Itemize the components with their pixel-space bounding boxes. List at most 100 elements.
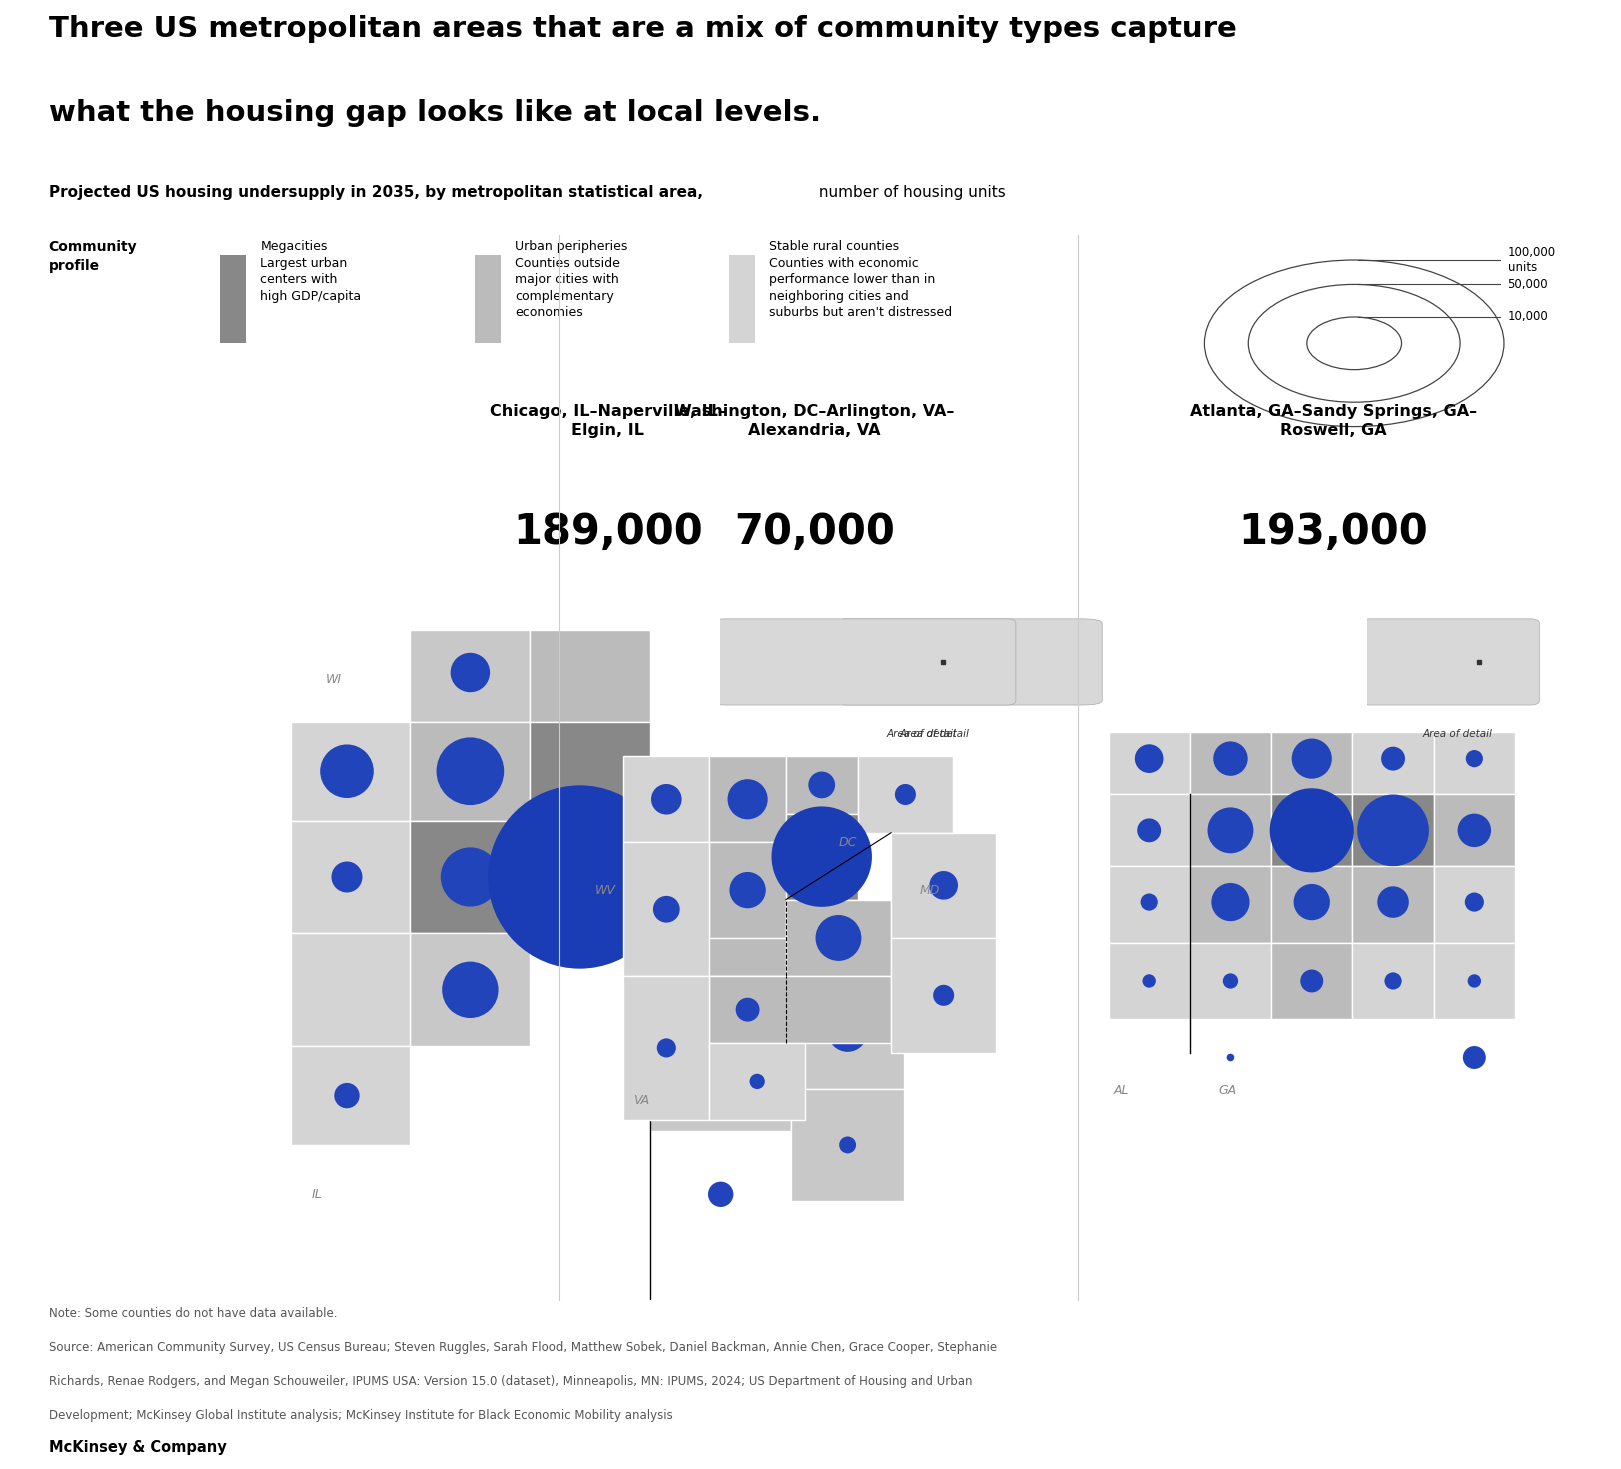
Text: Note: Some counties do not have data available.: Note: Some counties do not have data ava…: [49, 1307, 337, 1321]
Bar: [710, 1043, 806, 1119]
Text: WV: WV: [595, 884, 616, 896]
Text: Atlanta, GA–Sandy Springs, GA–
Roswell, GA: Atlanta, GA–Sandy Springs, GA– Roswell, …: [1190, 404, 1477, 438]
Circle shape: [1292, 739, 1332, 779]
Circle shape: [1467, 974, 1482, 987]
Bar: [650, 779, 791, 975]
Bar: [1190, 733, 1271, 795]
Bar: [650, 975, 791, 1131]
Circle shape: [1300, 970, 1323, 993]
Bar: [1271, 795, 1352, 867]
Bar: [1109, 795, 1190, 867]
Bar: [1190, 795, 1271, 867]
Circle shape: [1135, 745, 1164, 773]
Circle shape: [1222, 974, 1238, 989]
Bar: [1433, 867, 1516, 943]
Text: WI: WI: [326, 673, 342, 686]
Circle shape: [1143, 974, 1156, 987]
Circle shape: [809, 771, 835, 798]
Text: GA: GA: [1219, 1084, 1237, 1097]
Bar: [622, 842, 710, 977]
Circle shape: [443, 962, 499, 1018]
Bar: [786, 757, 858, 814]
Text: Area of detail: Area of detail: [887, 729, 956, 739]
Bar: [1271, 733, 1352, 795]
Bar: [1190, 867, 1271, 943]
Bar: [786, 899, 892, 977]
Bar: [710, 842, 786, 937]
Bar: [410, 630, 530, 721]
Bar: [530, 721, 650, 821]
Bar: [1109, 867, 1190, 943]
Text: Washington, DC–Arlington, VA–
Alexandria, VA: Washington, DC–Arlington, VA– Alexandria…: [674, 404, 955, 438]
Text: VA: VA: [632, 1094, 648, 1108]
Text: Megacities
Largest urban
centers with
high GDP/capita: Megacities Largest urban centers with hi…: [261, 239, 361, 303]
Bar: [410, 721, 530, 821]
Text: what the housing gap looks like at local levels.: what the housing gap looks like at local…: [49, 100, 820, 128]
Circle shape: [1208, 808, 1253, 853]
Circle shape: [652, 784, 681, 815]
Bar: [1352, 733, 1433, 795]
Text: 70,000: 70,000: [734, 511, 895, 552]
Circle shape: [929, 871, 958, 899]
Text: MD: MD: [919, 884, 940, 896]
Text: Urban peripheries
Counties outside
major cities with
complementary
economies: Urban peripheries Counties outside major…: [515, 239, 627, 319]
Bar: [786, 814, 858, 899]
Bar: [410, 821, 530, 933]
Bar: [710, 977, 892, 1043]
Circle shape: [653, 896, 679, 923]
Bar: [791, 975, 905, 1089]
Bar: [1352, 943, 1433, 1019]
Text: Area of detail: Area of detail: [900, 729, 969, 739]
Circle shape: [1138, 818, 1161, 842]
Circle shape: [1294, 884, 1329, 920]
Bar: [1433, 733, 1516, 795]
Bar: [1352, 795, 1433, 867]
Circle shape: [736, 997, 760, 1021]
Circle shape: [451, 652, 490, 692]
Circle shape: [1384, 972, 1402, 990]
Text: 100,000
units: 100,000 units: [1508, 245, 1556, 275]
Bar: [290, 721, 410, 821]
Circle shape: [436, 737, 504, 805]
Circle shape: [1213, 742, 1248, 776]
Bar: [1109, 943, 1190, 1019]
Circle shape: [1465, 751, 1483, 767]
Bar: [1109, 733, 1190, 795]
Circle shape: [441, 848, 499, 906]
Text: McKinsey & Company: McKinsey & Company: [49, 1441, 227, 1456]
Text: 189,000: 189,000: [512, 511, 704, 552]
Circle shape: [708, 1181, 733, 1208]
Circle shape: [1381, 746, 1405, 771]
Bar: [1271, 867, 1352, 943]
Bar: [858, 757, 953, 833]
Bar: [729, 256, 755, 344]
Text: IN: IN: [763, 906, 776, 918]
Circle shape: [1211, 883, 1250, 921]
Bar: [290, 933, 410, 1046]
Bar: [622, 977, 710, 1119]
Text: 50,000: 50,000: [1508, 278, 1548, 291]
Text: DC: DC: [838, 836, 858, 849]
Bar: [892, 937, 997, 1053]
Bar: [290, 821, 410, 933]
Bar: [622, 757, 710, 842]
Text: 10,000: 10,000: [1508, 310, 1548, 323]
Circle shape: [488, 786, 671, 968]
Circle shape: [729, 873, 765, 908]
Bar: [710, 757, 786, 842]
Circle shape: [1357, 795, 1430, 867]
Circle shape: [321, 745, 374, 798]
Bar: [1352, 867, 1433, 943]
Circle shape: [895, 784, 916, 805]
Circle shape: [1462, 1046, 1486, 1069]
Circle shape: [728, 779, 768, 820]
Bar: [220, 256, 246, 344]
Text: Area of detail: Area of detail: [1423, 729, 1493, 739]
Circle shape: [657, 1039, 676, 1058]
Circle shape: [334, 1083, 360, 1108]
Bar: [290, 1046, 410, 1144]
Bar: [791, 1089, 905, 1202]
Circle shape: [687, 1019, 754, 1087]
Text: Development; McKinsey Global Institute analysis; McKinsey Institute for Black Ec: Development; McKinsey Global Institute a…: [49, 1409, 673, 1422]
Bar: [1433, 943, 1516, 1019]
